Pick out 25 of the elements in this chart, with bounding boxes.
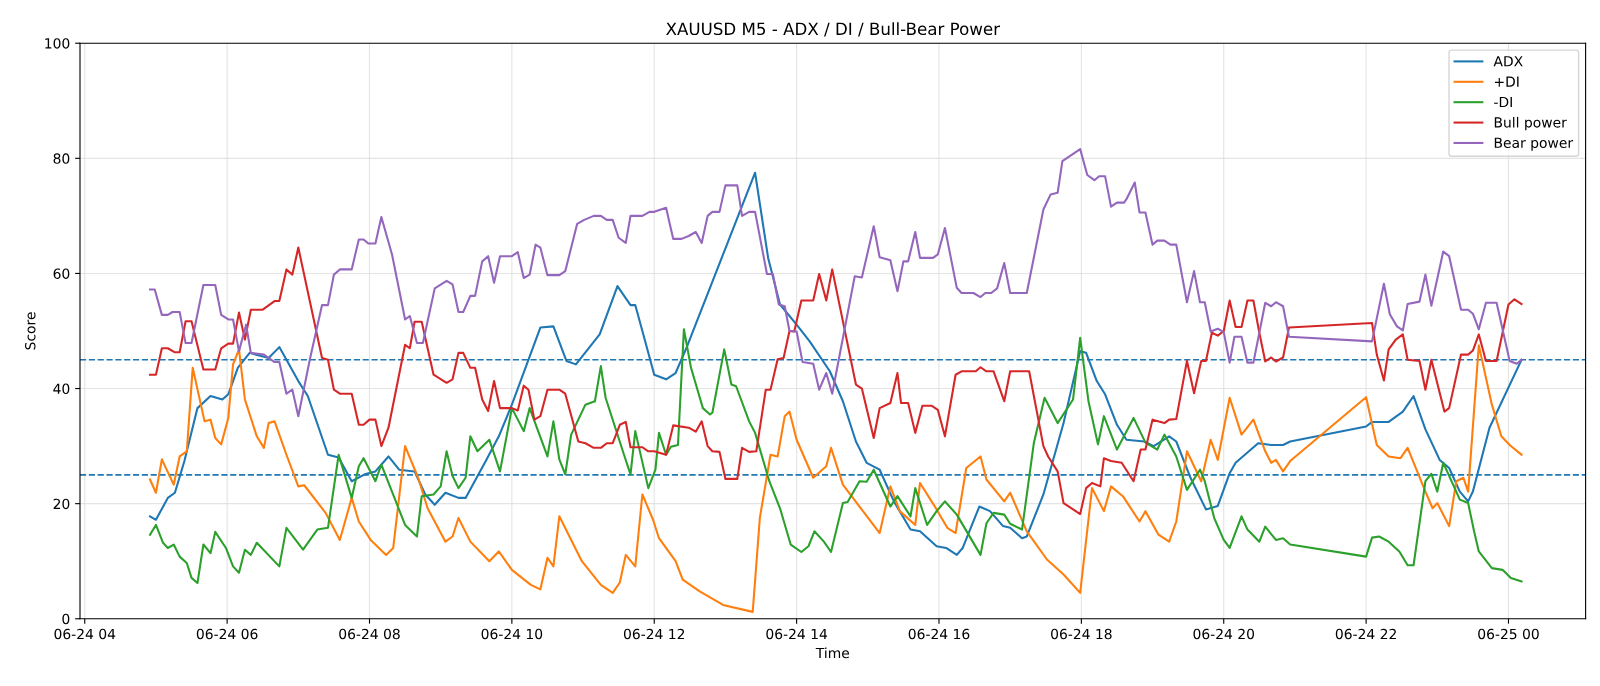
y-axis-title: Score — [25, 312, 36, 350]
y-tick-label: 20 — [53, 498, 70, 510]
legend-label: ADX — [1493, 56, 1523, 67]
x-axis-title: Time — [815, 647, 850, 659]
legend-label: Bear power — [1494, 137, 1574, 151]
chart-title: XAUUSD M5 - ADX / DI / Bull-Bear Power — [666, 22, 1001, 37]
x-tick-label: 06-24 04 — [54, 628, 116, 640]
x-tick-label: 06-24 22 — [1335, 628, 1396, 640]
x-tick-label: 06-24 06 — [196, 628, 258, 640]
x-tick-label: 06-24 20 — [1193, 628, 1255, 640]
x-tick-label: 06-24 18 — [1051, 628, 1112, 640]
y-tick-label: 60 — [53, 268, 70, 279]
x-tick-label: 06-24 10 — [481, 628, 543, 640]
y-tick-label: 0 — [62, 613, 70, 625]
y-tick-label: 40 — [53, 383, 70, 395]
x-tick-label: 06-24 12 — [623, 628, 685, 640]
x-tick-label: 06-24 14 — [766, 628, 828, 640]
x-tick-label: 06-25 00 — [1478, 628, 1539, 640]
legend-label: Bull power — [1494, 116, 1567, 131]
x-tick-label: 06-24 08 — [339, 628, 400, 640]
x-tick-label: 06-24 16 — [908, 628, 970, 640]
y-tick-label: 100 — [45, 38, 70, 49]
legend-label: -DI — [1494, 96, 1512, 108]
y-tick-label: 80 — [53, 153, 70, 164]
legend-label: +DI — [1494, 76, 1519, 87]
